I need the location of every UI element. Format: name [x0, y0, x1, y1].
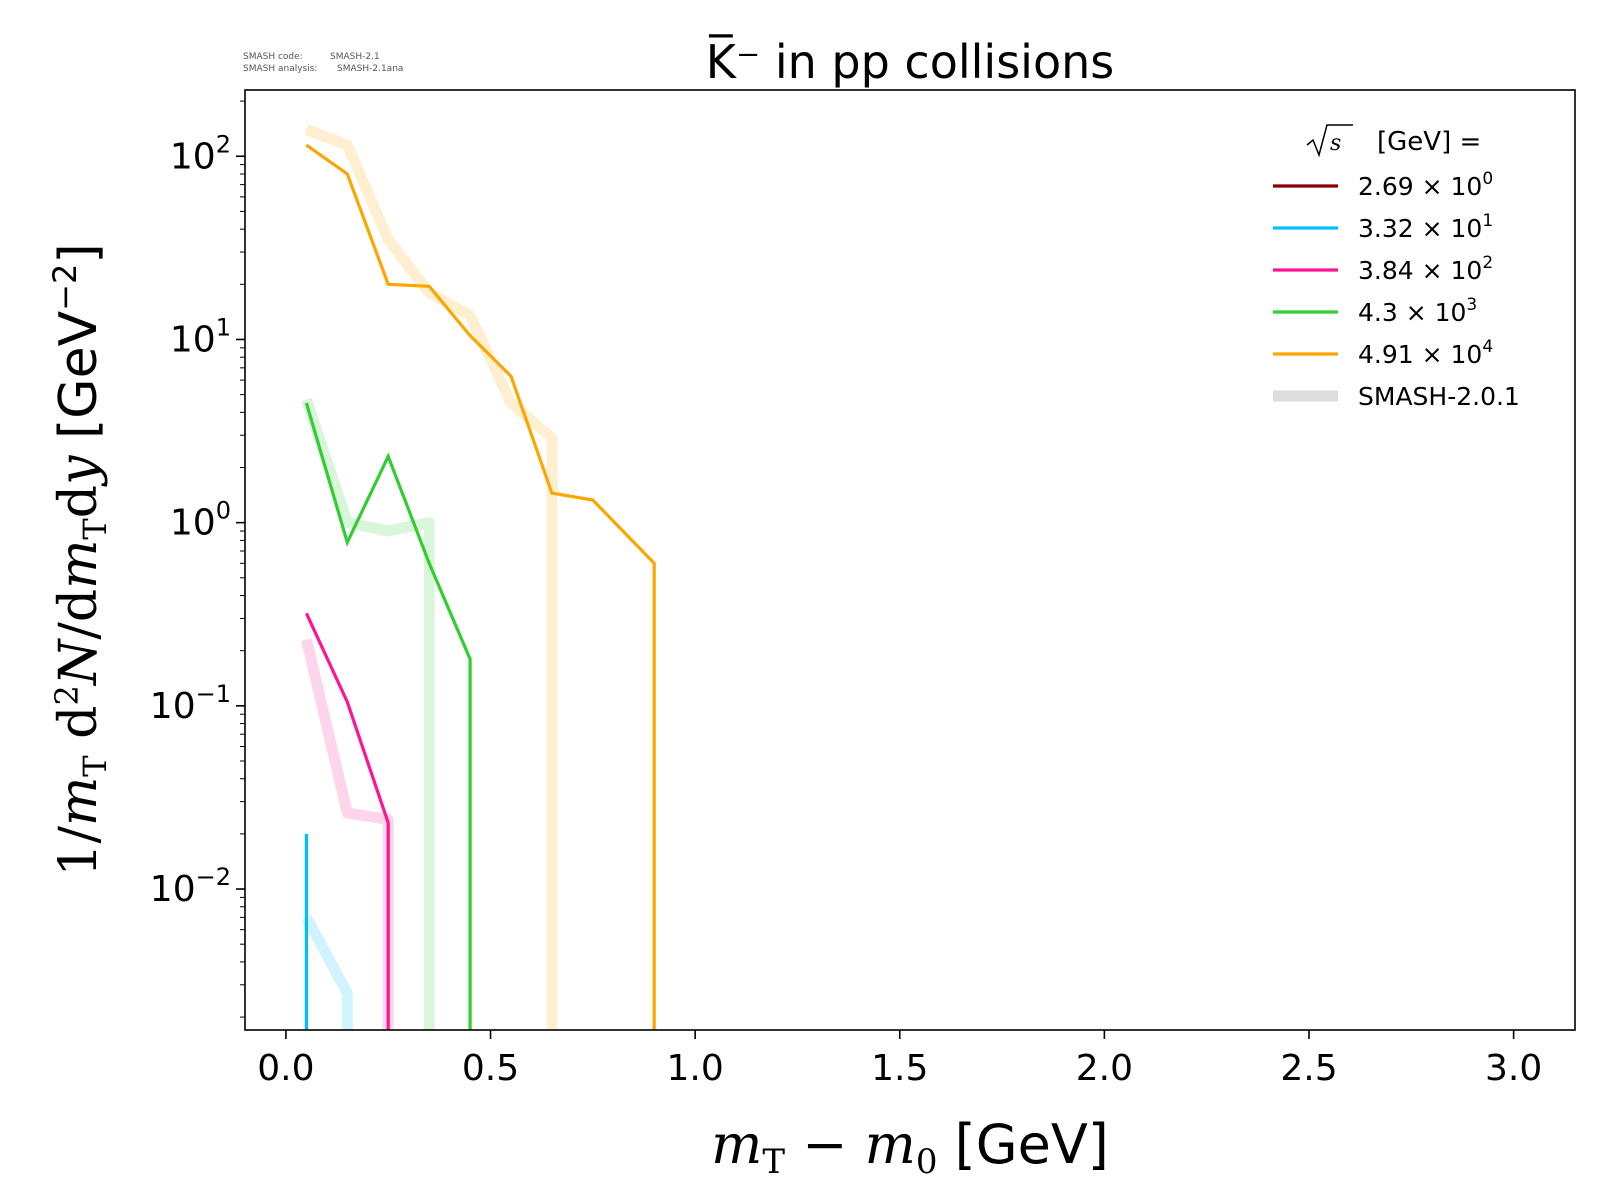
- band-series-4: [301, 914, 353, 1030]
- sqrt-icon: [1306, 124, 1353, 158]
- x-tick-label: 0.5: [462, 1048, 519, 1089]
- y-tick-label: 10−1: [150, 680, 231, 727]
- legend: s [GeV] = 2.69 × 100 3.32 × 101 3.84 × 102…: [1273, 124, 1520, 411]
- y-tick-label: 101: [170, 313, 231, 360]
- y-tick-label: 102: [170, 130, 231, 177]
- x-tick-label: 2.0: [1076, 1048, 1133, 1089]
- line-series-1: [304, 612, 390, 1030]
- legend-title-symbol: s: [1330, 131, 1341, 156]
- legend-entry: 4.3 × 103: [1273, 295, 1477, 327]
- legend-label: 3.84 × 102: [1358, 253, 1493, 285]
- legend-label: 4.3 × 103: [1358, 295, 1477, 327]
- x-tick-label: 2.5: [1280, 1048, 1337, 1089]
- x-axis-label: mT − m0 [GeV]: [711, 1113, 1109, 1182]
- legend-label: 2.69 × 100: [1358, 169, 1493, 201]
- smash-2-0-1-series-group: [301, 124, 558, 1030]
- legend-title-text: [GeV] =: [1377, 127, 1481, 157]
- legend-entry: 3.32 × 101: [1273, 211, 1493, 243]
- band-series-6: [301, 397, 435, 1030]
- analysis-version-value: SMASH-2.1ana: [337, 64, 403, 74]
- legend-label: SMASH-2.0.1: [1358, 382, 1520, 411]
- legend-entry: SMASH-2.0.1: [1273, 382, 1520, 411]
- x-axis: 0.0 0.5 1.0 1.5 2.0 2.5 3.0: [257, 1030, 1542, 1089]
- legend-label: 3.32 × 101: [1358, 211, 1493, 243]
- line-series-3: [305, 143, 656, 1030]
- y-tick-label: 100: [170, 497, 231, 544]
- plot-frame: [244, 89, 1576, 1031]
- legend-entry: 2.69 × 100: [1273, 169, 1493, 201]
- band-series-5: [301, 638, 394, 1030]
- legend-entry: 3.84 × 102: [1273, 253, 1493, 285]
- code-version-value: SMASH-2.1: [330, 52, 380, 62]
- x-tick-label: 1.0: [667, 1048, 724, 1089]
- legend-title: s [GeV] =: [1306, 124, 1481, 158]
- band-series-7: [304, 124, 558, 1030]
- legend-entry: 4.91 × 104: [1273, 337, 1493, 369]
- analysis-version-label: SMASH analysis:: [243, 64, 317, 74]
- y-tick-label: 10−2: [150, 863, 231, 910]
- x-tick-label: 1.5: [871, 1048, 928, 1089]
- line-series-2: [304, 402, 472, 1030]
- code-version-label: SMASH code:: [243, 52, 303, 62]
- legend-label: 4.91 × 104: [1358, 337, 1493, 369]
- chart-title: K̅⁻ in pp collisions: [706, 34, 1114, 89]
- x-tick-label: 3.0: [1485, 1048, 1542, 1089]
- y-axis-label: 1/mT d2N/dmTdy [GeV−2]: [46, 243, 114, 876]
- current-series-group: [304, 143, 656, 1030]
- x-tick-label: 0.0: [257, 1048, 314, 1089]
- y-axis: 102 101 100 10−1 10−2: [150, 100, 245, 1018]
